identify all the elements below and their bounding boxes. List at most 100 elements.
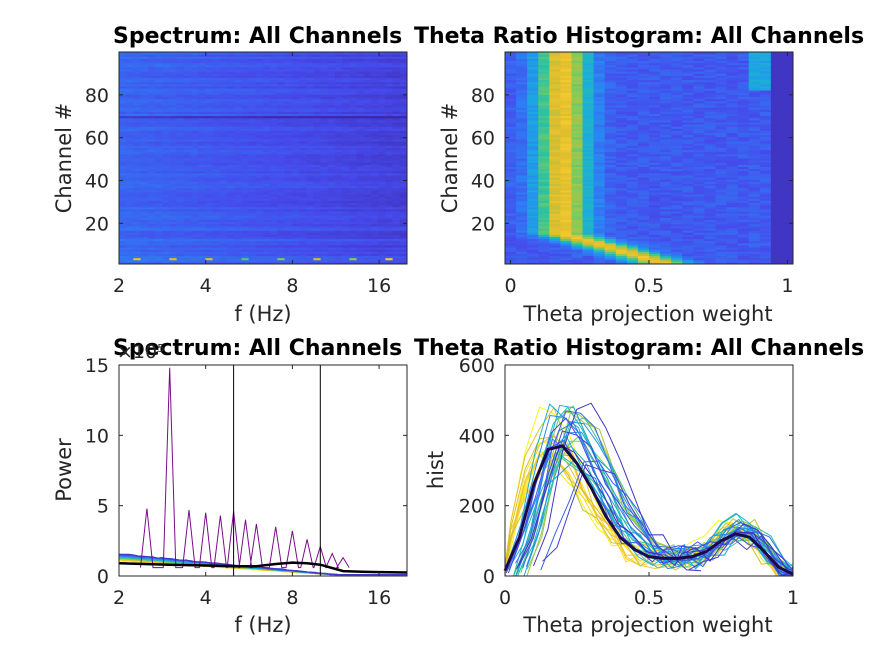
heatmap-cell [516, 213, 528, 216]
heatmap-cell [320, 213, 329, 216]
heatmap-cell [320, 100, 329, 104]
heatmap-cell [299, 221, 307, 225]
heatmap-cell [155, 115, 163, 119]
heatmap-cell [363, 225, 372, 229]
heatmap-cell [527, 204, 539, 208]
heatmap-cell [299, 141, 307, 144]
heatmap-cell [155, 58, 163, 61]
heatmap-cell [176, 102, 185, 106]
heatmap-cell [356, 240, 365, 244]
heatmap-cell [299, 79, 307, 83]
heatmap-cell [248, 253, 257, 257]
heatmap-cell [176, 85, 185, 89]
heatmap-cell [147, 121, 156, 125]
heatmap-cell [392, 251, 401, 254]
heatmap-cell [291, 227, 300, 231]
heatmap-cell [349, 136, 358, 140]
heatmap-cell [306, 225, 314, 229]
heatmap-cell [241, 153, 250, 157]
heatmap-cell [212, 223, 221, 227]
heatmap-cell [320, 223, 329, 227]
heatmap-cell [248, 227, 257, 231]
heatmap-cell [385, 225, 394, 229]
heatmap-cell [227, 111, 235, 114]
heatmap-cell [349, 92, 358, 95]
heatmap-cell [234, 52, 242, 55]
heatmap-cell [327, 155, 336, 159]
heatmap-cell [327, 145, 336, 148]
heatmap-cell [399, 145, 408, 148]
heatmap-cell [306, 244, 314, 248]
heatmap-cell [392, 187, 401, 191]
heatmap-cell [392, 261, 401, 265]
heatmap-cell [248, 98, 257, 102]
heatmap-cell [392, 115, 401, 119]
heatmap-cell [227, 85, 235, 89]
heatmap-cell [306, 105, 314, 108]
heatmap-cell [356, 261, 365, 265]
heatmap-cell [263, 187, 271, 191]
heatmap-cell [133, 253, 142, 257]
heatmap-cell [759, 206, 772, 210]
heatmap-cell [726, 253, 739, 257]
heatmap-cell [356, 153, 365, 157]
heatmap-cell [378, 189, 386, 193]
heatmap-cell [649, 211, 661, 214]
heatmap-cell [291, 202, 300, 206]
heatmap-cell [191, 117, 199, 121]
heatmap-cell [277, 189, 286, 193]
heatmap-cell [119, 83, 127, 87]
heatmap-cell [133, 221, 142, 225]
heatmap-cell [162, 92, 170, 95]
heatmap-cell [212, 255, 221, 259]
heatmap-cell [198, 177, 206, 180]
heatmap-cell [119, 219, 127, 223]
heatmap-cell [781, 225, 794, 229]
heatmap-cell [704, 259, 716, 263]
heatmap-cell [320, 58, 329, 61]
heatmap-cell [284, 238, 293, 242]
heatmap-cell [191, 107, 199, 110]
heatmap-cell [320, 177, 329, 180]
heatmap-cell [342, 90, 350, 93]
heatmap-cell [227, 198, 235, 201]
heatmap-cell [155, 111, 163, 114]
heatmap-cell [140, 75, 149, 78]
heatmap-cell [126, 160, 134, 163]
heatmap-cell [162, 211, 170, 214]
heatmap-cell [227, 196, 235, 199]
heatmap-cell [306, 56, 314, 59]
heatmap-cell [313, 215, 322, 218]
heatmap-cell [342, 98, 350, 102]
heatmap-cell [671, 236, 683, 240]
heatmap-cell [205, 191, 214, 195]
heatmap-cell [198, 62, 206, 66]
heatmap-cell [349, 232, 358, 235]
heatmap-cell [306, 124, 314, 127]
heatmap-cell [284, 75, 293, 78]
heatmap-cell [660, 251, 672, 254]
heatmap-cell [155, 187, 163, 191]
heatmap-cell [737, 198, 750, 201]
heatmap-cell [759, 249, 772, 252]
heatmap-cell [726, 208, 739, 212]
heatmap-cell [140, 181, 149, 184]
heatmap-cell [615, 249, 628, 252]
heatmap-cell [263, 134, 271, 138]
heatmap-cell [759, 225, 772, 229]
heatmap-cell [241, 136, 250, 140]
heatmap-cell [277, 151, 286, 155]
heatmap-cell [320, 149, 329, 153]
heatmap-cell [327, 66, 336, 70]
heatmap-cell [277, 56, 286, 59]
heatmap-cell [183, 208, 192, 212]
heatmap-cell [363, 71, 372, 74]
heatmap-cell [162, 124, 170, 127]
heatmap-cell [356, 83, 365, 87]
heatmap-cell [538, 200, 550, 204]
heatmap-cell [241, 126, 250, 129]
heatmap-cell [342, 155, 350, 159]
heatmap-cell [126, 98, 134, 102]
heatmap-cell [176, 64, 185, 68]
heatmap-cell [335, 52, 343, 55]
